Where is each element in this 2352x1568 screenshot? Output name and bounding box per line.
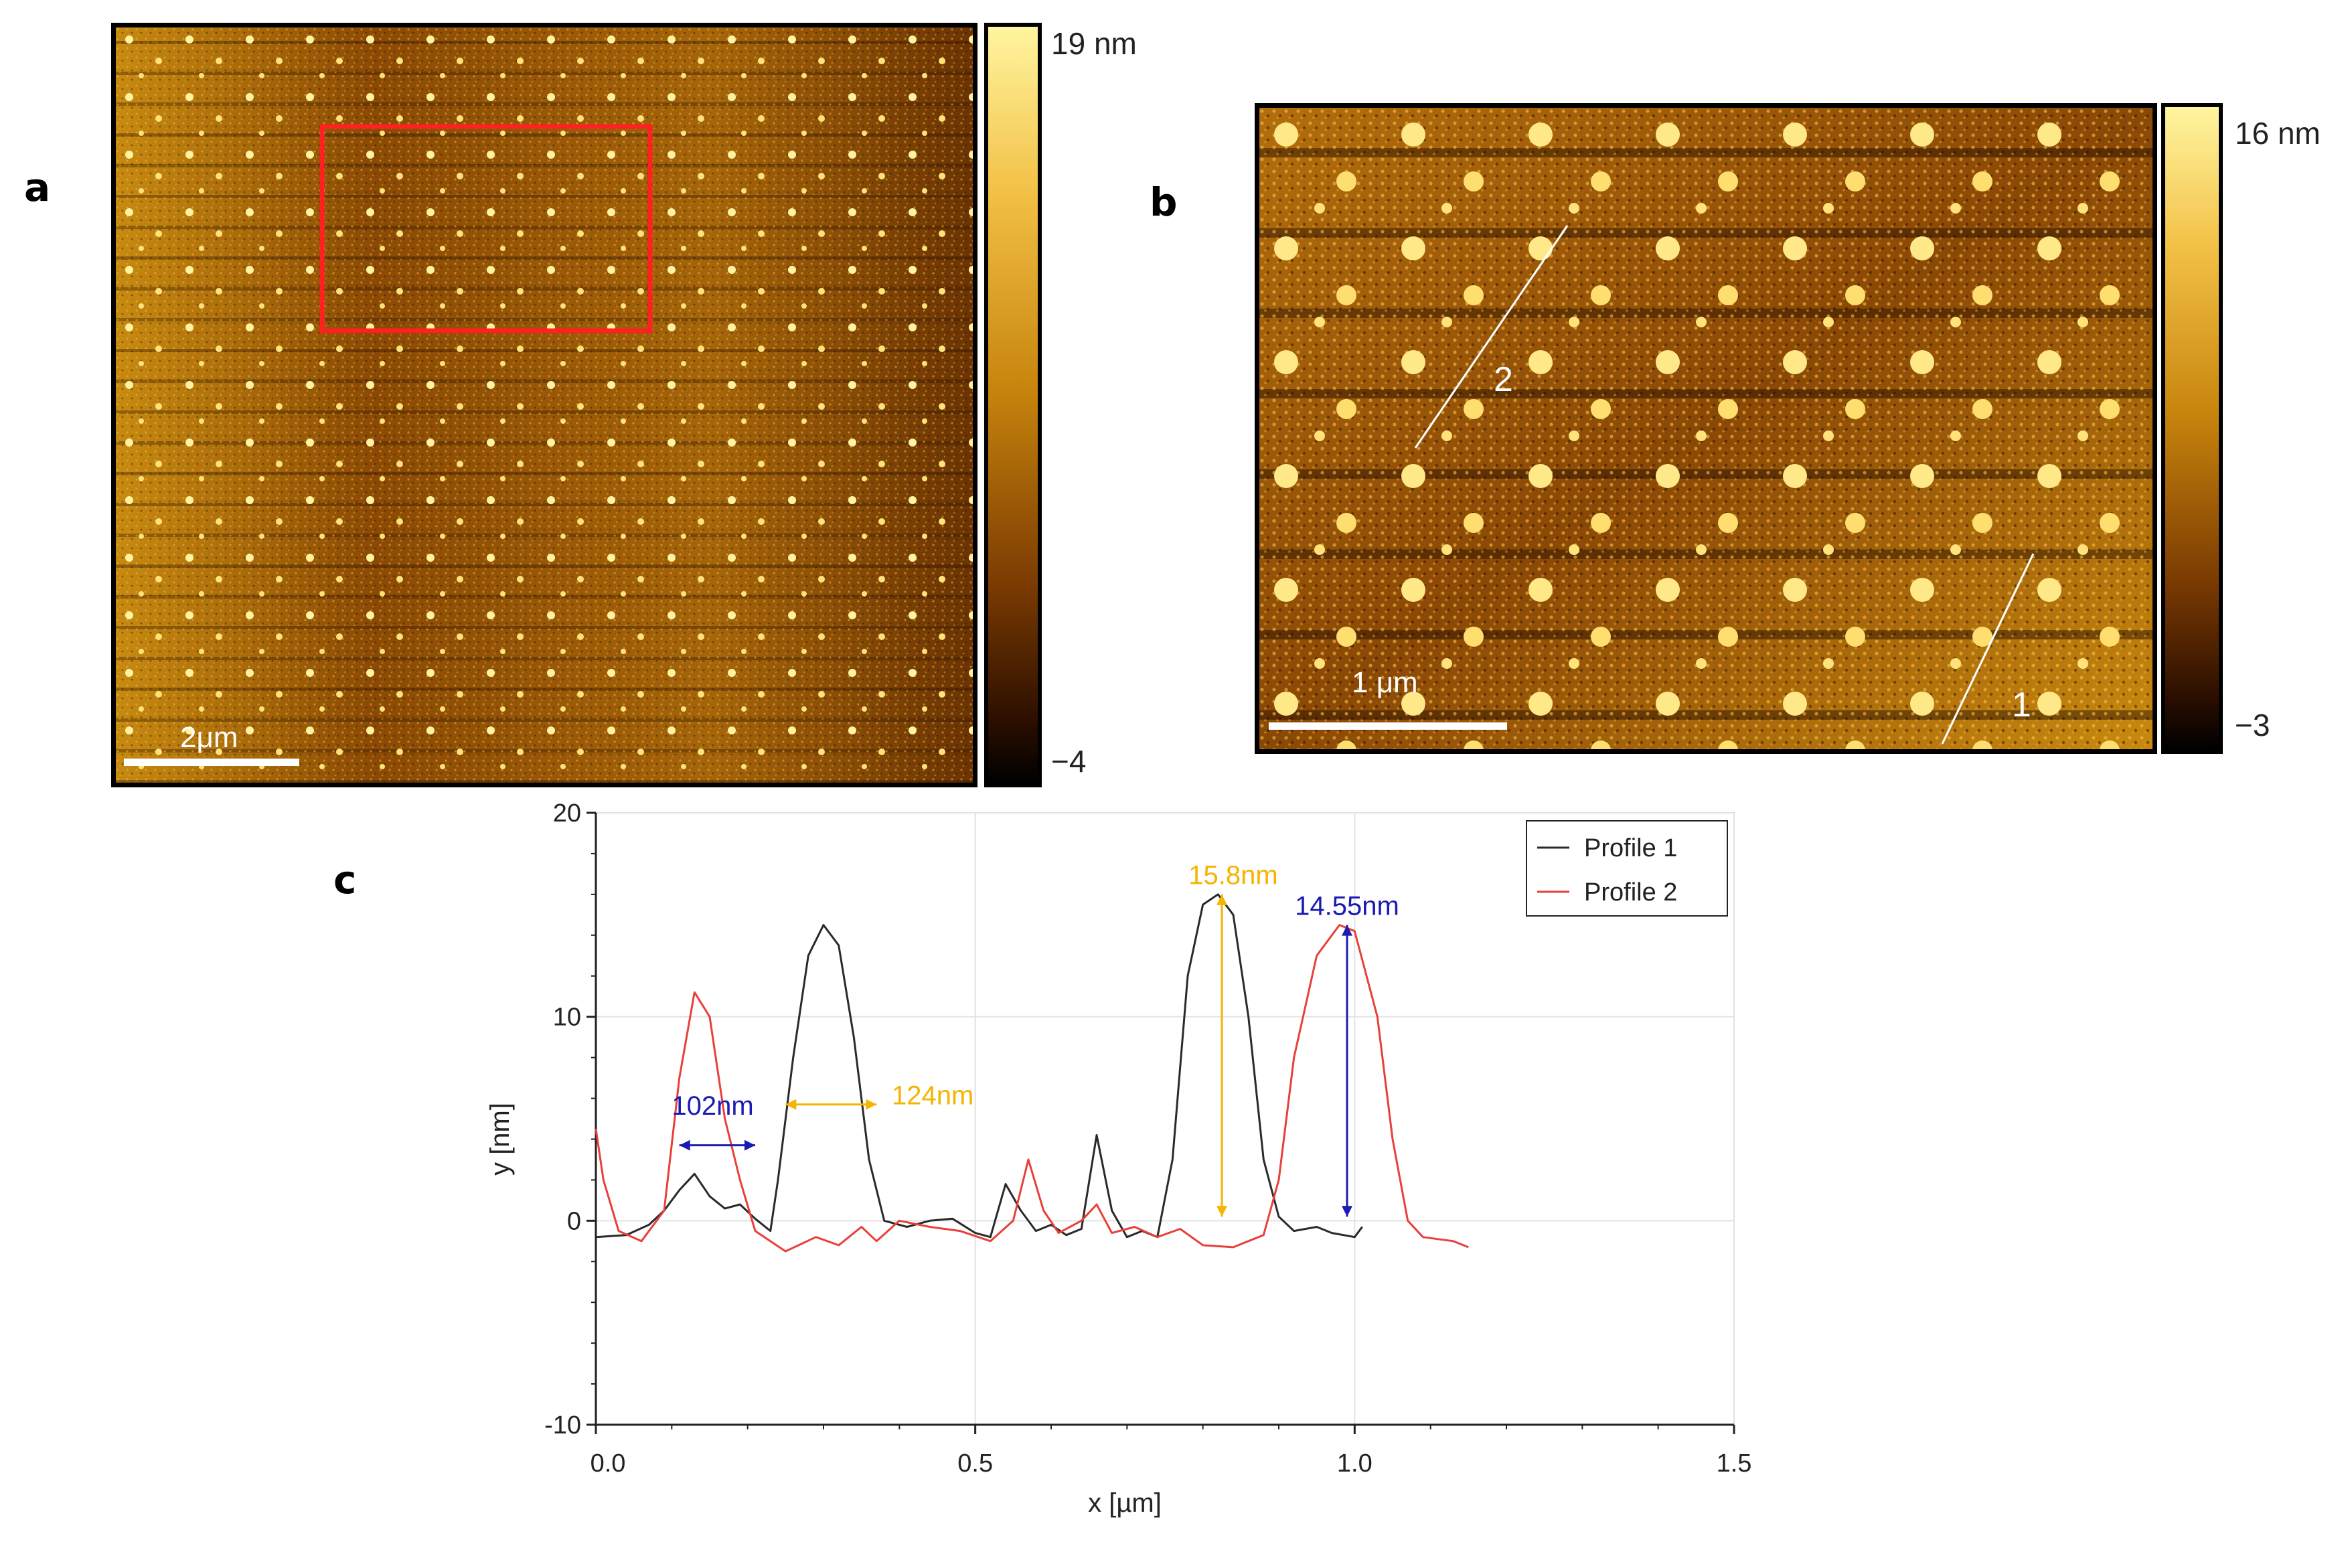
annotation-arrowhead xyxy=(1217,894,1227,905)
y-tick-label: 20 xyxy=(553,801,581,828)
colorbar-a-max-label: 19 nm xyxy=(1051,26,1137,61)
x-tick-label: 1.0 xyxy=(1337,1449,1373,1478)
y-tick-label: 10 xyxy=(553,1004,581,1032)
annotation-arrowhead xyxy=(1342,1206,1352,1217)
legend-label: Profile 1 xyxy=(1584,834,1677,862)
afm-image-b-canvas xyxy=(1259,108,2152,749)
x-axis-label: x [µm] xyxy=(1088,1488,1162,1518)
chart-legend: Profile 1 Profile 2 xyxy=(1526,820,1728,917)
panel-c-letter: c xyxy=(333,857,357,903)
afm-image-b: 1 2 1 μm xyxy=(1255,103,2157,754)
scale-bar-label-b: 1 μm xyxy=(1352,666,1418,699)
scale-bar-b xyxy=(1269,722,1507,730)
legend-label: Profile 2 xyxy=(1584,878,1677,907)
scale-bar-label-a: 2μm xyxy=(180,721,238,754)
y-tick-label: -10 xyxy=(544,1411,581,1439)
panel-b-letter: b xyxy=(1150,179,1178,225)
annotation-arrowhead xyxy=(1342,925,1352,936)
annotation-arrowhead xyxy=(785,1099,797,1110)
x-tick-label: 0.5 xyxy=(957,1449,993,1478)
annotation-arrowhead xyxy=(744,1140,755,1151)
profile-chart: 0.0 0.5 1.0 1.5 -10 0 10 20 x [µm] y [nm] 102nm 12… xyxy=(485,801,1751,1518)
selection-box xyxy=(319,124,653,333)
annotation-label: 102nm xyxy=(672,1091,753,1121)
annotation-arrowhead xyxy=(679,1140,690,1151)
annotation-arrowhead xyxy=(866,1099,877,1110)
scale-bar-a xyxy=(124,759,299,766)
series-line-profile-2 xyxy=(595,924,1469,1253)
profile-line-2 xyxy=(1414,225,1569,449)
profile-line-1 xyxy=(1941,553,2035,744)
annotation-label: 124nm xyxy=(892,1081,973,1111)
y-tick-label: 0 xyxy=(567,1207,581,1235)
colorbar-b-max-label: 16 nm xyxy=(2235,116,2321,151)
annotation-label: 14.55nm xyxy=(1295,891,1399,921)
chart-annotations: 102nm 124nm 15.8nm 14.55nm xyxy=(672,861,1399,1217)
panel-a-letter: a xyxy=(24,165,51,210)
afm-image-a: 2μm xyxy=(111,23,977,787)
series-line-profile-1 xyxy=(595,893,1363,1239)
colorbar-a xyxy=(984,23,1042,787)
chart-series xyxy=(595,893,1469,1253)
profile-line-2-label: 2 xyxy=(1494,360,1513,399)
chart-axes: 0.0 0.5 1.0 1.5 -10 0 10 20 x [µm] y [nm] xyxy=(485,801,1751,1518)
afm-image-a-canvas xyxy=(116,27,973,783)
x-tick-label: 0.0 xyxy=(591,1449,626,1478)
colorbar-b-min-label: −3 xyxy=(2235,708,2270,742)
annotation-label: 15.8nm xyxy=(1188,861,1277,890)
profile-line-1-label: 1 xyxy=(2012,686,2031,724)
x-tick-label: 1.5 xyxy=(1717,1449,1752,1478)
y-axis-label: y [nm] xyxy=(485,1103,515,1176)
colorbar-b xyxy=(2161,103,2223,754)
annotation-arrowhead xyxy=(1217,1206,1227,1217)
colorbar-a-min-label: −4 xyxy=(1051,744,1087,779)
legend-box xyxy=(1526,820,1728,917)
